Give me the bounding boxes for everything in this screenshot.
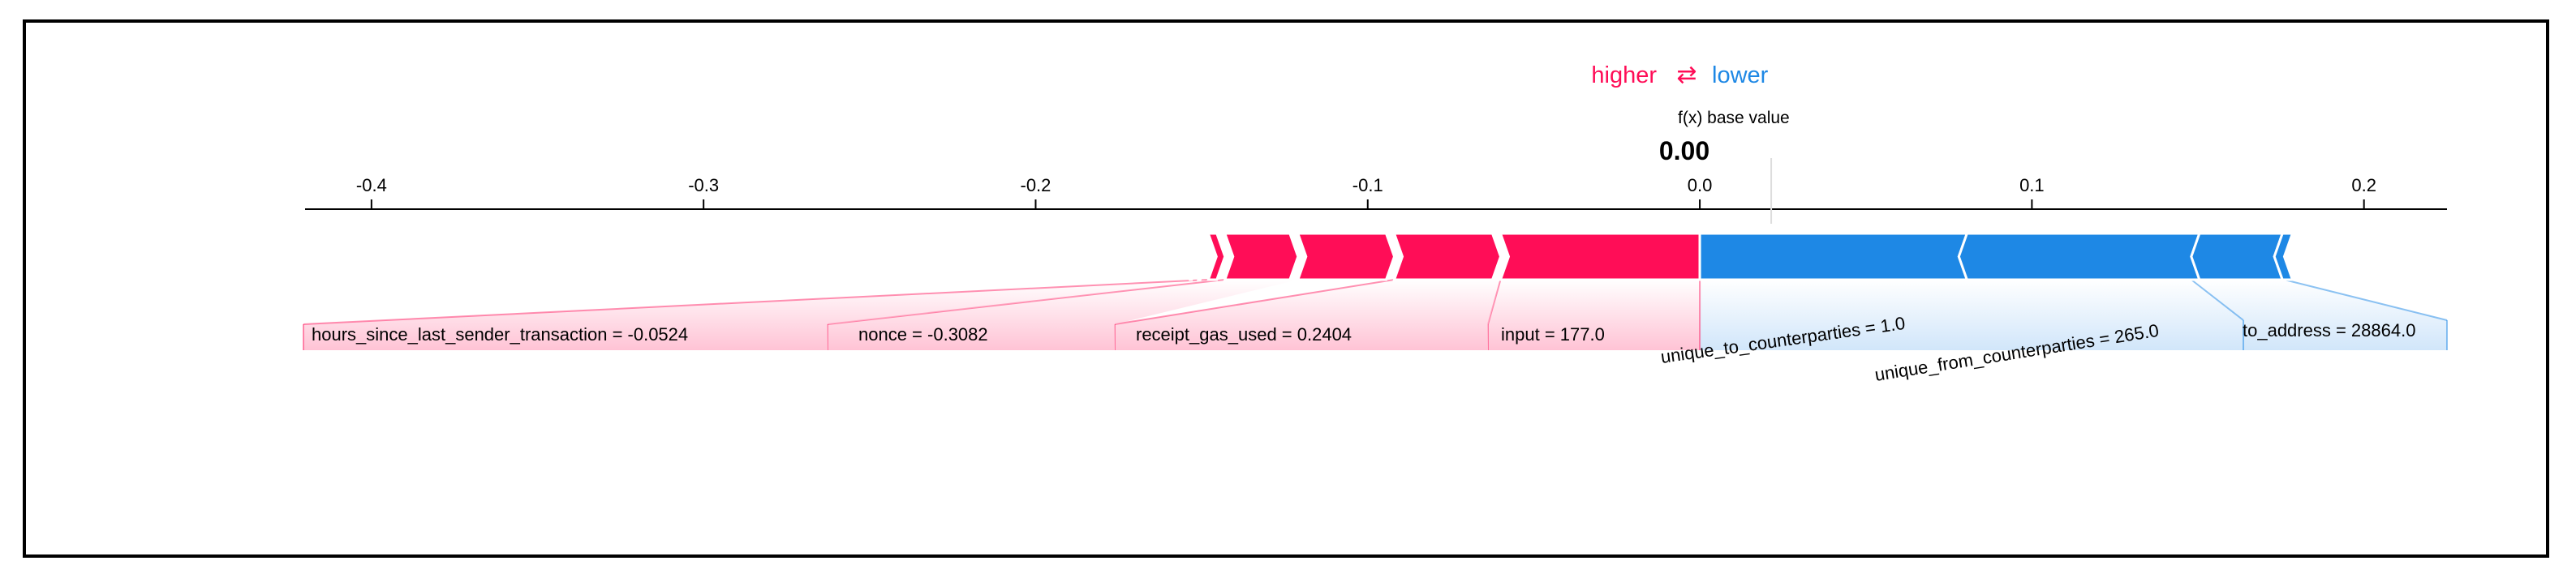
x-tick-label: 0.1 [2019,175,2045,195]
positive-feature-label: nonce = -0.3082 [858,324,988,345]
positive-feature-label: receipt_gas_used = 0.2404 [1136,324,1352,345]
positive-force-segment [1296,232,1396,281]
positive-feature-label: hours_since_last_sender_transaction = -0… [312,324,688,345]
x-tick-label: -0.3 [688,175,719,195]
legend-swap-arrow-icon: ⇄ [1676,62,1697,88]
positive-force-segment [1196,232,1210,281]
base-value-label: f(x) base value [1678,109,1790,127]
positive-label-link [1115,280,1501,350]
x-tick-label: -0.4 [356,175,387,195]
legend-lower-label: lower [1712,62,1769,88]
x-tick-label: 0.2 [2351,175,2376,195]
negative-force-segment [1698,232,1969,281]
positive-force-segment [1206,232,1227,281]
positive-force-segment [1223,232,1300,281]
negative-force-segment [2273,232,2294,281]
positive-feature-label: input = 177.0 [1501,324,1605,345]
negative-feature-label: to_address = 28864.0 [2243,320,2415,340]
x-tick-label: 0.0 [1688,175,1713,195]
negative-force-segment [2190,232,2285,281]
x-tick-label: -0.2 [1021,175,1051,195]
positive-label-link [303,280,1225,350]
negative-label-link [1700,280,2447,350]
negative-force-segment [1957,232,2201,281]
positive-link-edge [1114,279,1395,325]
positive-label-link [1488,280,1701,350]
negative-link-edge [2284,279,2448,321]
positive-force-segment [1499,232,1701,281]
positive-link-edge [303,279,1209,325]
legend-higher-label: higher [1591,62,1657,88]
positive-force-segment [1188,232,1202,281]
positive-force-segment [1392,232,1503,281]
output-value-label: 0.00 [1659,136,1709,165]
negative-link-edge [2191,279,2244,321]
positive-label-link [828,280,1298,350]
x-tick-label: -0.1 [1353,175,1383,195]
